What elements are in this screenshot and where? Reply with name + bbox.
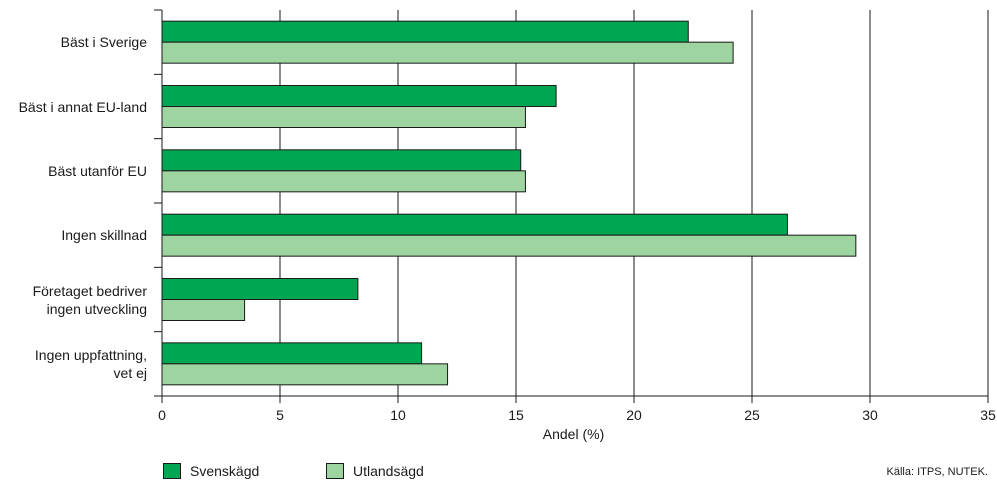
bar-svenskagd xyxy=(161,213,788,236)
x-tick-label: 10 xyxy=(390,407,406,423)
legend-item-utlandsagd: Utlandsägd xyxy=(326,462,424,480)
category-label-line: Företaget bedriver xyxy=(32,282,147,299)
category-label: Bäst utanför EU xyxy=(48,162,147,180)
category-label-line: ingen utveckling xyxy=(46,300,147,317)
bar-utlandsagd xyxy=(161,234,857,257)
category-label: Bäst i annat EU-land xyxy=(19,98,147,116)
bar-utlandsagd xyxy=(161,41,734,64)
bar-utlandsagd xyxy=(161,299,246,321)
bar-svenskagd xyxy=(161,342,423,365)
category-label: Bäst i Sverige xyxy=(61,33,147,51)
bar-utlandsagd xyxy=(161,106,526,128)
x-tick-label: 30 xyxy=(862,407,878,423)
legend-swatch-svenskagd xyxy=(163,463,181,479)
category-label-line: Ingen uppfattning, xyxy=(34,346,147,363)
category-label: Företaget bedriver ingen utveckling xyxy=(33,282,147,318)
x-tick-label: 0 xyxy=(158,407,166,423)
x-tick-label: 35 xyxy=(980,407,996,423)
bar-svenskagd xyxy=(161,278,359,300)
x-axis-label: Andel (%) xyxy=(542,426,605,442)
legend-label-utlandsagd: Utlandsägd xyxy=(353,463,424,479)
bar-svenskagd xyxy=(161,149,522,172)
bar-utlandsagd xyxy=(161,170,526,193)
category-label: Ingen uppfattning, vet ej xyxy=(35,346,147,382)
legend-label-svenskagd: Svenskägd xyxy=(190,463,260,479)
x-tick-label: 20 xyxy=(626,407,642,423)
bar-utlandsagd xyxy=(161,363,449,386)
category-label: Ingen skillnad xyxy=(61,226,147,244)
x-tick-label: 25 xyxy=(744,407,760,423)
bar-svenskagd xyxy=(161,20,689,43)
legend-item-svenskagd: Svenskägd xyxy=(163,462,259,480)
category-label-line: Bäst i Sverige xyxy=(60,34,147,51)
category-label-line: vet ej xyxy=(113,364,147,381)
source-note: Källa: ITPS, NUTEK. xyxy=(886,466,988,478)
category-label-line: Bäst i annat EU-land xyxy=(18,98,147,115)
legend-swatch-utlandsagd xyxy=(326,463,344,479)
category-label-line: Bäst utanför EU xyxy=(48,162,147,179)
bar-svenskagd xyxy=(161,85,557,107)
x-tick-label: 5 xyxy=(276,407,284,423)
x-tick-label: 15 xyxy=(508,407,524,423)
category-label-line: Ingen skillnad xyxy=(61,227,147,244)
